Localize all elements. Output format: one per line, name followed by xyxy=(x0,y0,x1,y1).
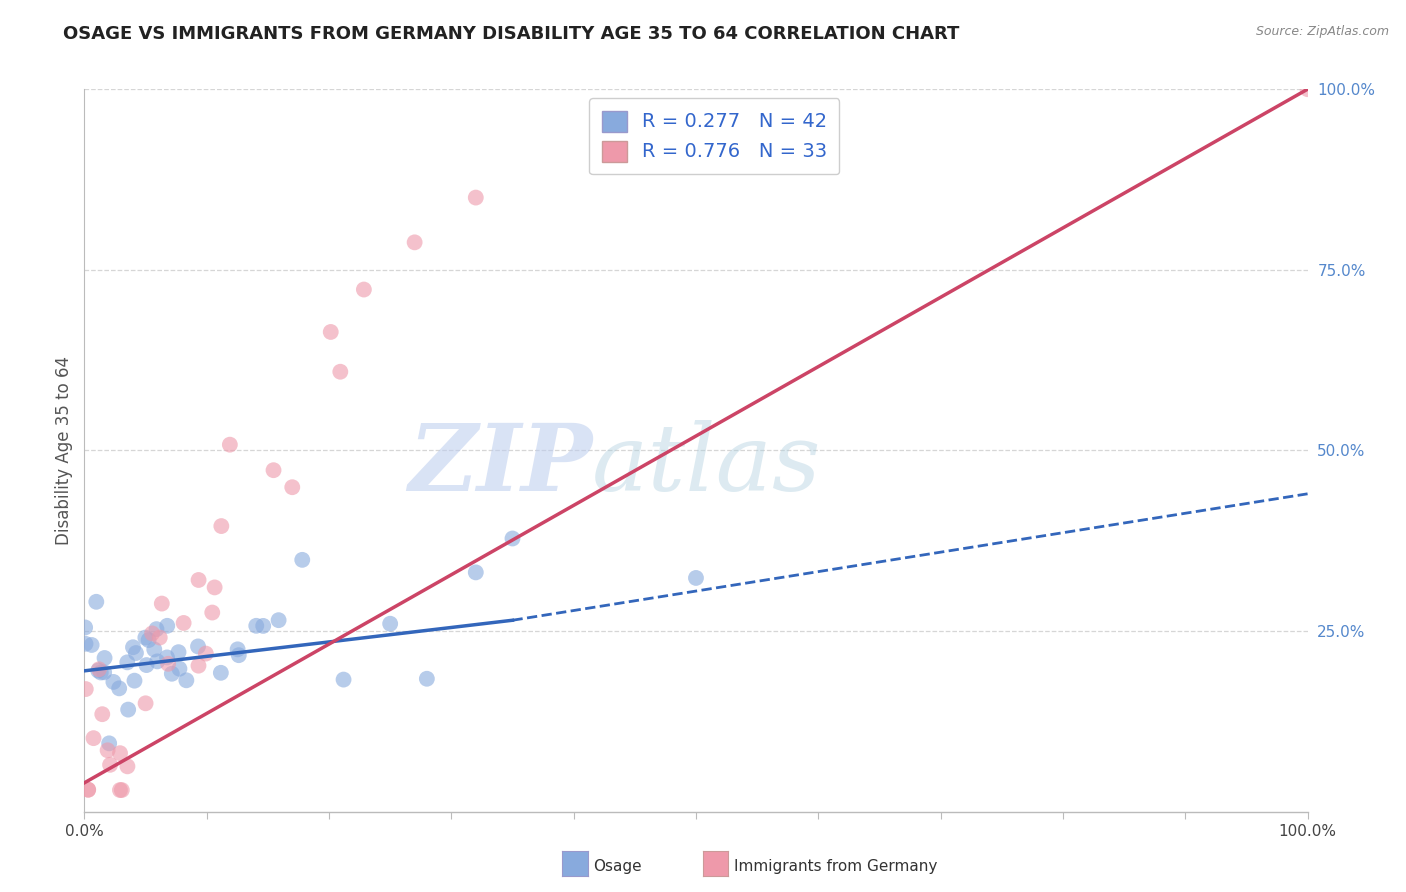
Text: ZIP: ZIP xyxy=(408,420,592,510)
Point xyxy=(124,673,146,688)
Point xyxy=(77,782,100,797)
Point xyxy=(416,672,439,686)
Point xyxy=(329,365,352,379)
Point xyxy=(83,731,105,746)
Point xyxy=(75,637,97,651)
Point xyxy=(75,620,97,634)
Point xyxy=(157,657,180,671)
Point xyxy=(226,642,249,657)
Point xyxy=(145,622,167,636)
Point xyxy=(135,696,157,710)
Point xyxy=(84,595,107,609)
Point xyxy=(90,665,112,680)
Point xyxy=(291,553,314,567)
Legend: R = 0.277   N = 42, R = 0.776   N = 33: R = 0.277 N = 42, R = 0.776 N = 33 xyxy=(589,98,839,174)
Point xyxy=(209,665,232,680)
Point xyxy=(404,235,426,250)
Point xyxy=(103,674,125,689)
Point xyxy=(117,703,139,717)
Point xyxy=(201,606,224,620)
Text: Source: ZipAtlas.com: Source: ZipAtlas.com xyxy=(1256,25,1389,38)
Point xyxy=(160,666,183,681)
Point xyxy=(1296,82,1319,96)
Point xyxy=(146,654,169,668)
Point xyxy=(194,647,217,661)
Point xyxy=(150,597,173,611)
Y-axis label: Disability Age 35 to 64: Disability Age 35 to 64 xyxy=(55,356,73,545)
Point xyxy=(149,631,172,645)
Point xyxy=(156,650,179,665)
Point xyxy=(332,673,354,687)
Point xyxy=(167,645,190,659)
Point xyxy=(108,746,131,760)
Point xyxy=(135,658,157,673)
Point xyxy=(228,648,250,663)
Point xyxy=(353,283,375,297)
Text: Osage: Osage xyxy=(593,859,643,873)
Point xyxy=(245,619,267,633)
Point xyxy=(93,665,115,680)
Point xyxy=(176,673,198,688)
Point xyxy=(464,191,486,205)
Point xyxy=(108,681,131,696)
Point xyxy=(218,438,240,452)
Text: Immigrants from Germany: Immigrants from Germany xyxy=(734,859,938,873)
Point xyxy=(98,736,121,750)
Point xyxy=(87,662,110,676)
Text: OSAGE VS IMMIGRANTS FROM GERMANY DISABILITY AGE 35 TO 64 CORRELATION CHART: OSAGE VS IMMIGRANTS FROM GERMANY DISABIL… xyxy=(63,25,960,43)
Point xyxy=(91,707,114,722)
Point xyxy=(117,656,139,670)
Point xyxy=(267,613,290,627)
Point xyxy=(187,573,209,587)
Point xyxy=(281,480,304,494)
Point xyxy=(75,681,97,696)
Point xyxy=(319,325,342,339)
Text: atlas: atlas xyxy=(592,420,821,510)
Point xyxy=(187,640,209,654)
Point xyxy=(502,532,524,546)
Point xyxy=(156,619,179,633)
Point xyxy=(187,658,209,673)
Point xyxy=(138,633,160,648)
Point xyxy=(93,651,115,665)
Point xyxy=(685,571,707,585)
Point xyxy=(98,757,121,772)
Point xyxy=(263,463,285,477)
Point xyxy=(209,519,232,533)
Point xyxy=(204,581,226,595)
Point xyxy=(111,783,134,797)
Point xyxy=(87,664,110,678)
Point xyxy=(77,782,100,797)
Point xyxy=(380,616,402,631)
Point xyxy=(464,566,486,580)
Point xyxy=(173,615,195,630)
Point xyxy=(117,759,139,773)
Point xyxy=(125,646,148,660)
Point xyxy=(143,642,166,657)
Point xyxy=(141,626,163,640)
Point xyxy=(134,631,156,645)
Point xyxy=(80,638,103,652)
Point xyxy=(122,640,145,655)
Point xyxy=(97,743,120,757)
Point xyxy=(108,783,131,797)
Point xyxy=(169,662,191,676)
Point xyxy=(252,619,274,633)
